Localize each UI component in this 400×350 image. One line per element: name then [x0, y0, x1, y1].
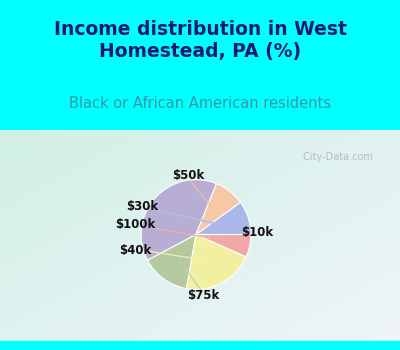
- Wedge shape: [196, 202, 251, 234]
- Text: $50k: $50k: [172, 169, 204, 182]
- Wedge shape: [141, 180, 216, 260]
- Wedge shape: [196, 184, 240, 234]
- Text: Black or African American residents: Black or African American residents: [69, 96, 331, 111]
- Wedge shape: [148, 234, 196, 288]
- Bar: [0, 341, 400, 350]
- Text: $100k: $100k: [115, 218, 155, 231]
- Text: $40k: $40k: [119, 244, 151, 257]
- Text: City-Data.com: City-Data.com: [300, 152, 373, 162]
- Wedge shape: [196, 234, 251, 257]
- Text: $75k: $75k: [187, 289, 219, 302]
- Text: $10k: $10k: [241, 226, 273, 239]
- Text: Income distribution in West
Homestead, PA (%): Income distribution in West Homestead, P…: [54, 20, 346, 61]
- Wedge shape: [186, 234, 246, 289]
- Text: $30k: $30k: [127, 199, 159, 212]
